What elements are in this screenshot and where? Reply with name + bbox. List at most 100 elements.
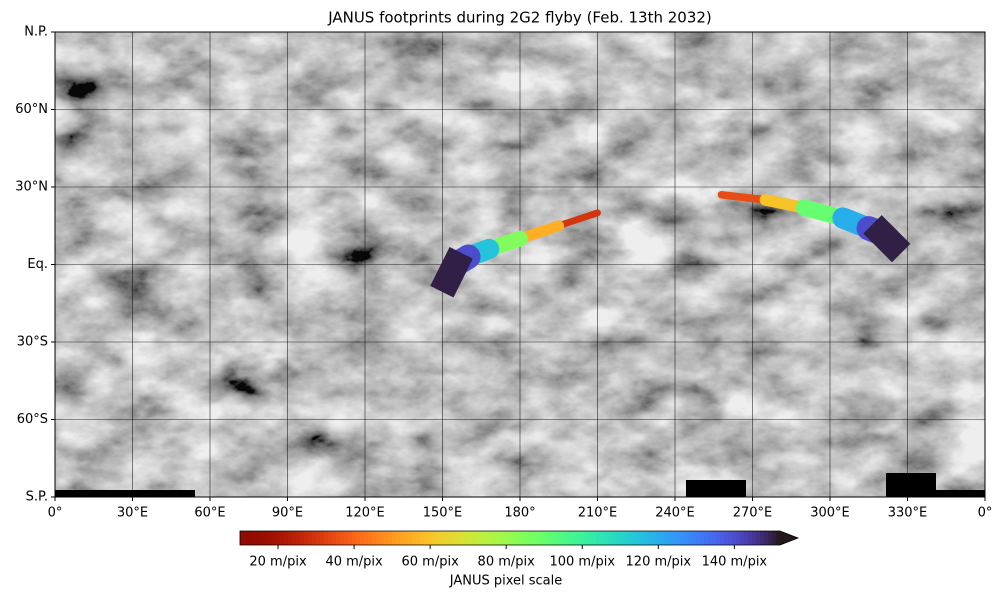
colorbar-cell bbox=[708, 531, 713, 545]
colorbar-cell bbox=[388, 531, 393, 545]
colorbar-cell bbox=[364, 531, 369, 545]
nodata bbox=[55, 490, 195, 497]
colorbar-cell bbox=[452, 531, 457, 545]
colorbar-cell bbox=[624, 531, 629, 545]
colorbar-cell bbox=[268, 531, 273, 545]
colorbar-cell bbox=[312, 531, 317, 545]
chart-title: JANUS footprints during 2G2 flyby (Feb. … bbox=[327, 9, 712, 27]
y-tick-label: 60°N bbox=[15, 102, 48, 117]
nodata bbox=[686, 480, 746, 497]
colorbar-cell bbox=[556, 531, 561, 545]
colorbar-cell bbox=[440, 531, 445, 545]
colorbar-cell bbox=[392, 531, 397, 545]
colorbar-cell bbox=[672, 531, 677, 545]
colorbar-cell bbox=[592, 531, 597, 545]
colorbar-cell bbox=[596, 531, 601, 545]
x-tick-label: 60°E bbox=[194, 506, 225, 521]
colorbar-cell bbox=[752, 531, 757, 545]
colorbar-cell bbox=[340, 531, 345, 545]
colorbar-cell bbox=[684, 531, 689, 545]
colorbar-cell bbox=[656, 531, 661, 545]
colorbar-tick-label: 100 m/pix bbox=[549, 555, 615, 570]
colorbar-cell bbox=[552, 531, 557, 545]
colorbar-cell bbox=[760, 531, 765, 545]
colorbar-tick-label: 80 m/pix bbox=[478, 555, 536, 570]
colorbar-cell bbox=[400, 531, 405, 545]
colorbar-cell bbox=[348, 531, 353, 545]
colorbar-cell bbox=[352, 531, 357, 545]
nodata bbox=[936, 490, 985, 497]
colorbar-cell bbox=[640, 531, 645, 545]
colorbar-cell bbox=[616, 531, 621, 545]
colorbar-cell bbox=[496, 531, 501, 545]
colorbar-cell bbox=[688, 531, 693, 545]
x-tick-label: 270°E bbox=[733, 506, 773, 521]
colorbar-cell bbox=[516, 531, 521, 545]
colorbar-cell bbox=[368, 531, 373, 545]
colorbar-cell bbox=[724, 531, 729, 545]
colorbar-cell bbox=[716, 531, 721, 545]
colorbar-tick-label: 40 m/pix bbox=[325, 555, 383, 570]
colorbar-cell bbox=[584, 531, 589, 545]
colorbar-cell bbox=[728, 531, 733, 545]
x-tick-label: 300°E bbox=[810, 506, 850, 521]
colorbar-cell bbox=[700, 531, 705, 545]
colorbar-cell bbox=[500, 531, 505, 545]
colorbar-cell bbox=[480, 531, 485, 545]
colorbar-cell bbox=[484, 531, 489, 545]
colorbar-cell bbox=[464, 531, 469, 545]
colorbar-cell bbox=[676, 531, 681, 545]
colorbar-cell bbox=[356, 531, 361, 545]
nodata bbox=[886, 473, 936, 497]
y-tick-label: 30°S bbox=[17, 335, 48, 350]
colorbar-cell bbox=[436, 531, 441, 545]
colorbar-cell bbox=[580, 531, 585, 545]
colorbar-cell bbox=[576, 531, 581, 545]
colorbar-cell bbox=[248, 531, 253, 545]
colorbar-cell bbox=[396, 531, 401, 545]
colorbar-cell bbox=[256, 531, 261, 545]
colorbar-cell bbox=[476, 531, 481, 545]
colorbar-cell bbox=[756, 531, 761, 545]
colorbar-cell bbox=[380, 531, 385, 545]
colorbar-cell bbox=[680, 531, 685, 545]
colorbar-cell bbox=[372, 531, 377, 545]
colorbar-cell bbox=[320, 531, 325, 545]
colorbar-cell bbox=[272, 531, 277, 545]
colorbar-cell bbox=[292, 531, 297, 545]
colorbar-cell bbox=[240, 531, 245, 545]
colorbar-cell bbox=[720, 531, 725, 545]
colorbar-cell bbox=[620, 531, 625, 545]
footprint bbox=[430, 247, 473, 298]
colorbar-cell bbox=[536, 531, 541, 545]
colorbar-cell bbox=[636, 531, 641, 545]
colorbar-cell bbox=[564, 531, 569, 545]
colorbar-cell bbox=[668, 531, 673, 545]
colorbar-cell bbox=[540, 531, 545, 545]
colorbar-extend bbox=[780, 531, 798, 545]
colorbar-cell bbox=[696, 531, 701, 545]
colorbar-cell bbox=[776, 531, 781, 545]
colorbar-cell bbox=[600, 531, 605, 545]
colorbar-cell bbox=[336, 531, 341, 545]
colorbar-cell bbox=[764, 531, 769, 545]
colorbar-cell bbox=[744, 531, 749, 545]
colorbar-cell bbox=[264, 531, 269, 545]
colorbar-cell bbox=[308, 531, 313, 545]
y-tick-label: 30°N bbox=[15, 180, 48, 195]
x-tick-label: 30°E bbox=[117, 506, 148, 521]
colorbar-tick-label: 60 m/pix bbox=[402, 555, 460, 570]
colorbar-cell bbox=[492, 531, 497, 545]
colorbar-cell bbox=[344, 531, 349, 545]
colorbar-cell bbox=[432, 531, 437, 545]
x-tick-label: 90°E bbox=[272, 506, 303, 521]
colorbar-cell bbox=[360, 531, 365, 545]
colorbar-cell bbox=[532, 531, 537, 545]
colorbar-cell bbox=[736, 531, 741, 545]
colorbar-cell bbox=[408, 531, 413, 545]
colorbar-cell bbox=[404, 531, 409, 545]
x-tick-label: 150°E bbox=[423, 506, 463, 521]
colorbar-cell bbox=[252, 531, 257, 545]
colorbar-cell bbox=[472, 531, 477, 545]
x-tick-label: 0° bbox=[978, 506, 993, 521]
